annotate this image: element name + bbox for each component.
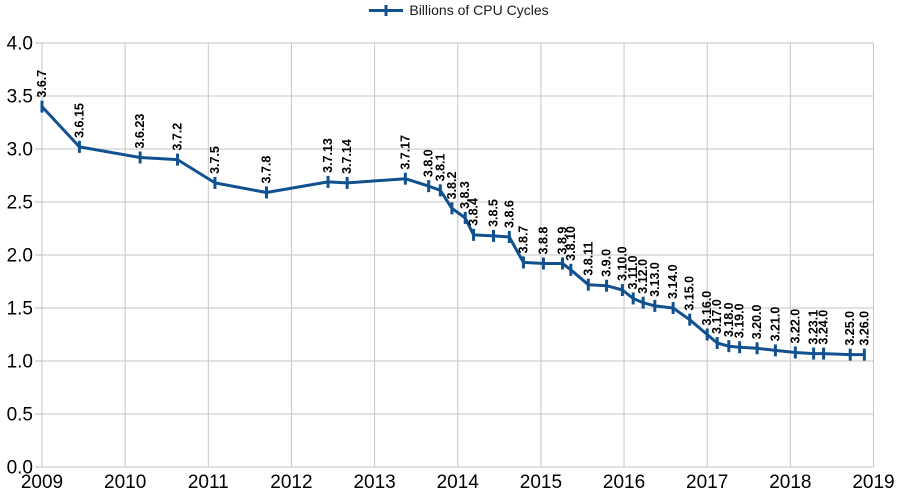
data-point-label: 3.26.0 bbox=[857, 311, 871, 346]
y-axis-tick-label: 3.0 bbox=[7, 140, 33, 161]
data-point-label: 3.8.0 bbox=[422, 149, 436, 177]
y-axis-tick-label: 2.0 bbox=[7, 246, 33, 267]
x-axis-tick-label: 2010 bbox=[104, 472, 146, 493]
data-point-label: 3.6.15 bbox=[72, 103, 86, 138]
y-axis-tick-label: 1.0 bbox=[7, 352, 33, 373]
data-point-label: 3.20.0 bbox=[750, 304, 764, 339]
x-axis-tick-label: 2018 bbox=[769, 472, 811, 493]
data-point-label: 3.10.0 bbox=[615, 246, 629, 281]
data-point-label: 3.18.0 bbox=[722, 302, 736, 337]
y-axis-tick-label: 0.0 bbox=[7, 458, 33, 479]
data-point-label: 3.21.0 bbox=[768, 307, 782, 342]
data-point-label: 3.19.0 bbox=[733, 303, 747, 338]
data-point-label: 3.24.0 bbox=[817, 310, 831, 345]
data-point-label: 3.8.10 bbox=[564, 226, 578, 261]
x-axis-tick-label: 2015 bbox=[520, 472, 562, 493]
data-point-label: 3.13.0 bbox=[648, 262, 662, 297]
x-axis-tick-label: 2016 bbox=[603, 472, 645, 493]
data-point-label: 3.8.1 bbox=[433, 153, 447, 181]
data-point-label: 3.7.2 bbox=[171, 123, 185, 151]
data-point-label: 3.8.2 bbox=[445, 172, 459, 200]
data-point-label: 3.8.7 bbox=[516, 226, 530, 254]
data-point-label: 3.8.8 bbox=[536, 227, 550, 255]
data-point-label: 3.8.3 bbox=[458, 181, 472, 209]
y-axis-tick-label: 1.5 bbox=[7, 299, 33, 320]
data-point-label: 3.15.0 bbox=[683, 276, 697, 311]
data-point-label: 3.9.0 bbox=[600, 249, 614, 277]
x-axis-tick-label: 2017 bbox=[686, 472, 728, 493]
data-point-label: 3.7.13 bbox=[321, 138, 335, 173]
y-axis-tick-label: 4.0 bbox=[7, 34, 33, 55]
data-point-label: 3.6.7 bbox=[35, 70, 49, 98]
data-point-label: 3.8.6 bbox=[502, 200, 516, 228]
x-axis-tick-label: 2009 bbox=[21, 472, 63, 493]
data-point-label: 3.22.0 bbox=[788, 309, 802, 344]
x-axis-tick-label: 2013 bbox=[353, 472, 395, 493]
data-point-label: 3.7.5 bbox=[208, 146, 222, 174]
data-point-label: 3.8.11 bbox=[581, 242, 595, 276]
data-point-label: 3.6.23 bbox=[133, 114, 147, 149]
data-point-label: 3.25.0 bbox=[843, 311, 857, 346]
y-axis-tick-label: 3.5 bbox=[7, 87, 33, 108]
data-point-label: 3.11.0 bbox=[626, 255, 640, 289]
data-point-label: 3.7.8 bbox=[260, 156, 274, 184]
y-axis-tick-label: 0.5 bbox=[7, 405, 33, 426]
data-point-label: 3.7.17 bbox=[398, 135, 412, 170]
data-point-label: 3.8.5 bbox=[487, 199, 501, 227]
data-point-label: 3.23.1 bbox=[807, 310, 821, 345]
x-axis-tick-label: 2011 bbox=[188, 472, 229, 493]
data-point-label: 3.17.0 bbox=[710, 299, 724, 334]
data-point-label: 3.8.9 bbox=[556, 227, 570, 255]
x-axis-tick-label: 2014 bbox=[437, 472, 480, 493]
data-point-label: 3.16.0 bbox=[700, 291, 714, 326]
y-axis-tick-label: 2.5 bbox=[7, 193, 33, 214]
data-point-label: 3.12.0 bbox=[636, 259, 650, 294]
x-axis-tick-label: 2019 bbox=[852, 472, 894, 493]
x-axis-tick-label: 2012 bbox=[270, 472, 312, 493]
data-point-label: 3.7.14 bbox=[340, 139, 354, 174]
data-point-label: 3.8.4 bbox=[467, 198, 481, 226]
data-point-label: 3.14.0 bbox=[666, 264, 680, 299]
